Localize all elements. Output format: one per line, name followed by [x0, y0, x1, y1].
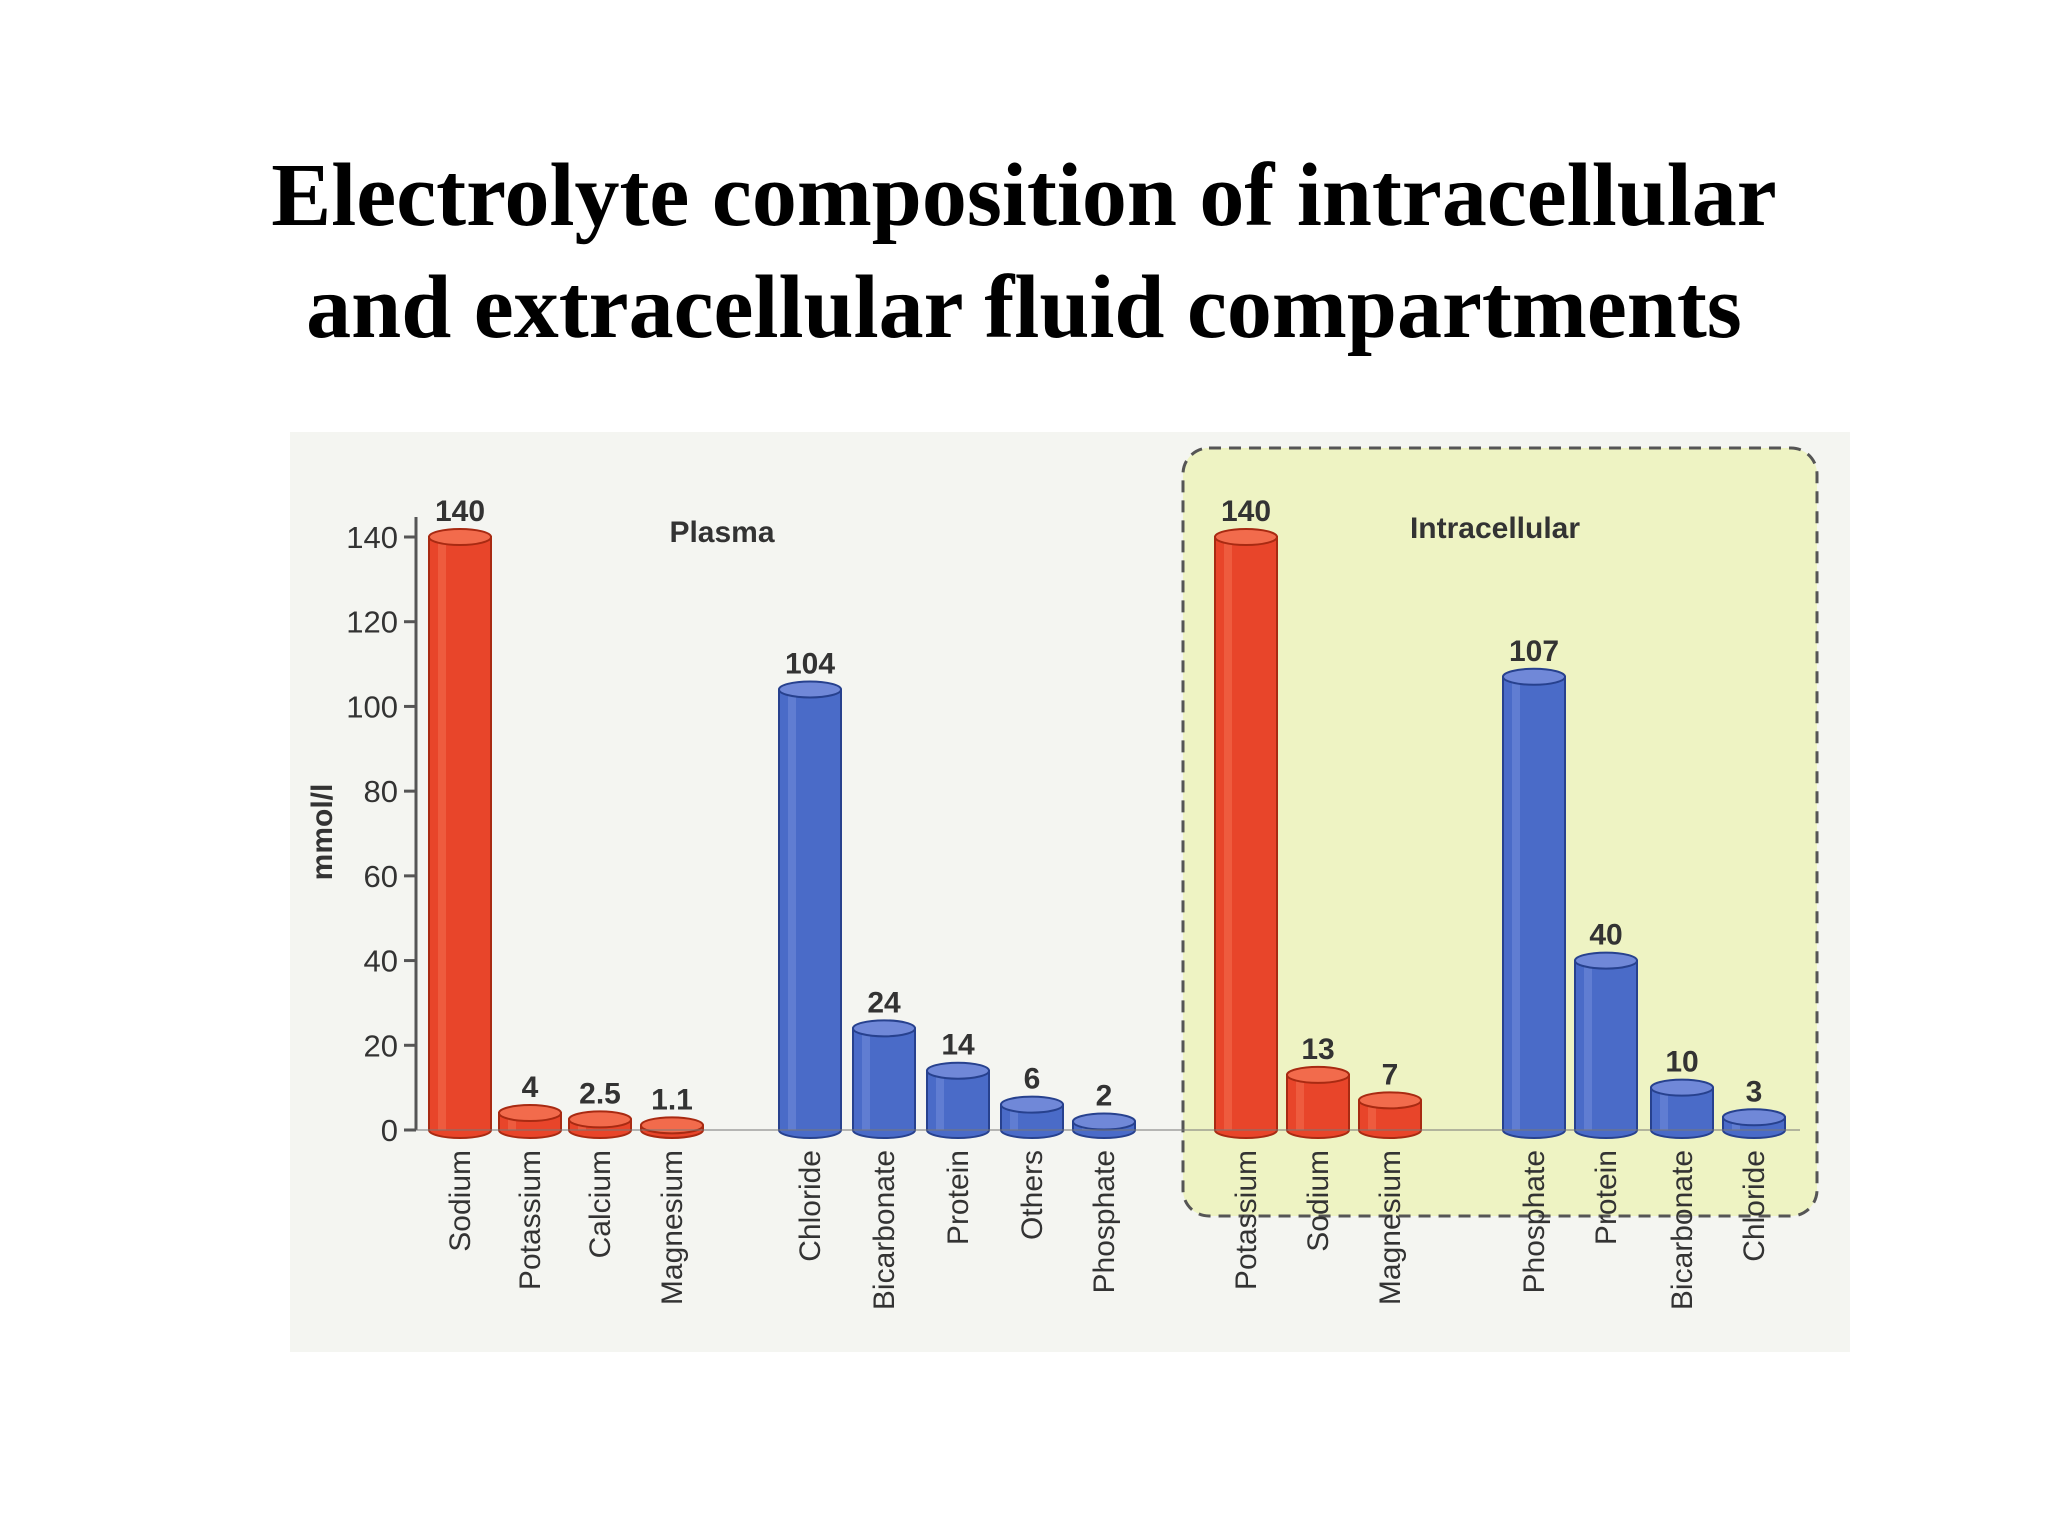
intracellular-region-box: [1181, 446, 1819, 1218]
bar-highlight-intracellular-bicarbonate: [1660, 1087, 1668, 1130]
y-tick-label-0: 0: [381, 1113, 398, 1148]
bar-highlight-plasma-sodium: [438, 537, 446, 1130]
y-tick-label-40: 40: [364, 944, 398, 979]
value-label-plasma-bicarbonate: 24: [867, 986, 901, 1019]
category-label-intracellular-phosphate: Phosphate: [1518, 1150, 1551, 1293]
bar-top-plasma-potassium: [498, 1104, 562, 1123]
category-label-plasma-sodium: Sodium: [444, 1150, 477, 1252]
value-label-intracellular-magnesium: 7: [1382, 1058, 1399, 1091]
value-label-intracellular-bicarbonate: 10: [1665, 1046, 1698, 1079]
bar-top-intracellular-magnesium: [1358, 1091, 1422, 1110]
category-label-intracellular-potassium: Potassium: [1230, 1150, 1263, 1290]
category-label-intracellular-chloride: Chloride: [1738, 1150, 1771, 1262]
group-label-plasma: Plasma: [669, 516, 774, 549]
slide-title: Electrolyte composition of intracellular…: [0, 140, 2048, 364]
y-axis-label: mmol/l: [306, 784, 339, 881]
slide-title-line-2: and extracellular fluid compartments: [306, 258, 1742, 357]
slide-title-line-1: Electrolyte composition of intracellular: [271, 146, 1777, 245]
value-label-intracellular-sodium: 13: [1301, 1033, 1334, 1066]
y-tick-label-120: 120: [346, 605, 398, 640]
category-label-plasma-chloride: Chloride: [794, 1150, 827, 1262]
value-label-intracellular-chloride: 3: [1746, 1075, 1763, 1108]
bar-top-intracellular-sodium: [1286, 1065, 1350, 1084]
bar-highlight-intracellular-potassium: [1224, 537, 1232, 1130]
value-label-plasma-phosphate: 2: [1096, 1080, 1113, 1113]
bar-top-intracellular-protein: [1574, 951, 1638, 970]
bar-top-intracellular-chloride: [1722, 1108, 1786, 1127]
value-label-plasma-magnesium: 1.1: [651, 1083, 693, 1116]
bar-top-plasma-calcium: [568, 1110, 632, 1129]
bar-top-plasma-protein: [926, 1061, 990, 1080]
y-tick-label-80: 80: [364, 774, 398, 809]
category-label-plasma-potassium: Potassium: [514, 1150, 547, 1290]
category-label-plasma-calcium: Calcium: [584, 1150, 617, 1258]
bar-top-plasma-sodium: [428, 528, 492, 546]
y-tick-label-140: 140: [346, 520, 398, 555]
y-tick-label-100: 100: [346, 689, 398, 724]
value-label-plasma-protein: 14: [941, 1029, 975, 1062]
bar-top-plasma-chloride: [778, 680, 842, 699]
bar-top-plasma-bicarbonate: [852, 1019, 916, 1038]
bar-highlight-plasma-potassium: [508, 1113, 516, 1130]
value-label-intracellular-phosphate: 107: [1509, 635, 1559, 668]
category-label-plasma-phosphate: Phosphate: [1088, 1150, 1121, 1293]
value-label-intracellular-protein: 40: [1589, 919, 1622, 952]
y-tick-label-60: 60: [364, 859, 398, 894]
value-label-plasma-calcium: 2.5: [579, 1077, 621, 1110]
bar-highlight-plasma-protein: [936, 1070, 944, 1130]
category-label-plasma-magnesium: Magnesium: [656, 1150, 689, 1305]
value-label-plasma-sodium: 140: [435, 495, 485, 528]
category-label-plasma-protein: Protein: [942, 1150, 975, 1245]
bar-top-intracellular-bicarbonate: [1650, 1078, 1714, 1097]
y-tick-label-20: 20: [364, 1028, 398, 1063]
category-label-intracellular-bicarbonate: Bicarbonate: [1666, 1150, 1699, 1310]
category-label-intracellular-sodium: Sodium: [1302, 1150, 1335, 1252]
bar-highlight-plasma-others: [1010, 1104, 1018, 1130]
bar-highlight-intracellular-magnesium: [1368, 1100, 1376, 1130]
group-label-intracellular: Intracellular: [1410, 512, 1580, 545]
bar-top-plasma-phosphate: [1072, 1112, 1136, 1131]
bar-highlight-plasma-bicarbonate: [862, 1028, 870, 1130]
category-label-plasma-bicarbonate: Bicarbonate: [868, 1150, 901, 1310]
bar-top-plasma-others: [1000, 1095, 1064, 1114]
bar-highlight-intracellular-protein: [1584, 960, 1592, 1130]
value-label-intracellular-potassium: 140: [1221, 495, 1271, 528]
bar-highlight-intracellular-phosphate: [1512, 676, 1520, 1130]
category-label-intracellular-magnesium: Magnesium: [1374, 1150, 1407, 1305]
category-label-intracellular-protein: Protein: [1590, 1150, 1623, 1245]
bar-top-intracellular-phosphate: [1502, 667, 1566, 686]
bar-highlight-intracellular-sodium: [1296, 1074, 1304, 1130]
value-label-plasma-others: 6: [1024, 1063, 1041, 1096]
bar-top-intracellular-potassium: [1214, 528, 1278, 546]
value-label-plasma-chloride: 104: [785, 647, 835, 680]
bar-highlight-plasma-chloride: [788, 689, 796, 1130]
category-label-plasma-others: Others: [1016, 1150, 1049, 1240]
value-label-plasma-potassium: 4: [522, 1071, 539, 1104]
